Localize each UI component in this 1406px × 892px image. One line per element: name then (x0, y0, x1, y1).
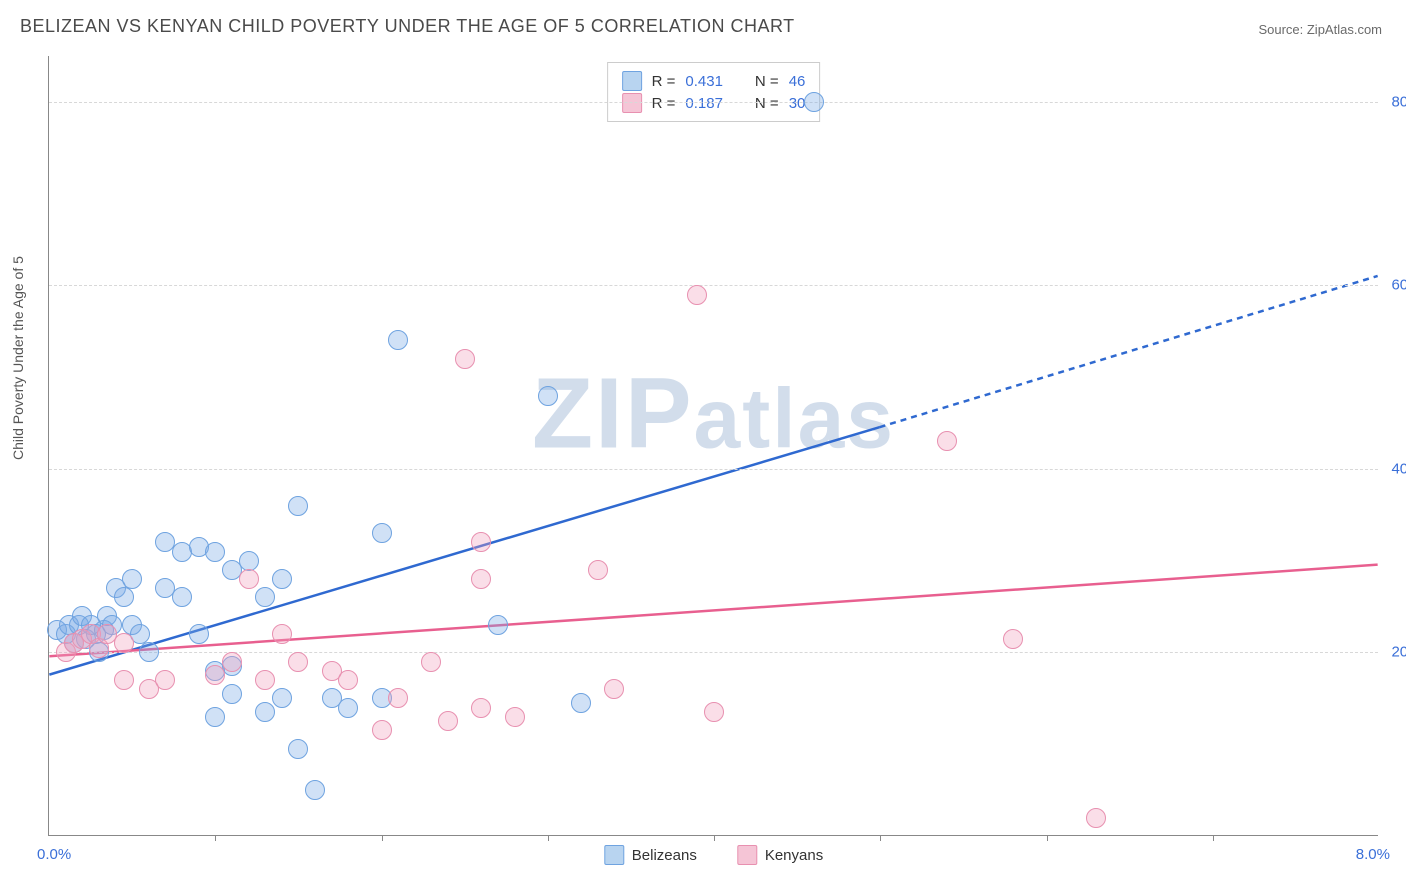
gridline (49, 285, 1378, 286)
data-point (455, 349, 475, 369)
x-tick (1213, 835, 1214, 841)
data-point (488, 615, 508, 635)
legend-series-label: Kenyans (765, 847, 823, 864)
x-axis-min-label: 0.0% (37, 846, 71, 863)
y-axis-label: Child Poverty Under the Age of 5 (10, 256, 26, 460)
legend-series-item: Kenyans (737, 845, 823, 865)
y-tick-label: 80.0% (1391, 93, 1406, 110)
x-tick (714, 835, 715, 841)
data-point (704, 702, 724, 722)
data-point (239, 569, 259, 589)
legend-correlation-row: R = 0.431 N = 46 (622, 71, 806, 91)
data-point (272, 624, 292, 644)
data-point (338, 698, 358, 718)
data-point (255, 702, 275, 722)
data-point (288, 496, 308, 516)
data-point (372, 720, 392, 740)
legend-r-label: R = (652, 95, 676, 112)
data-point (471, 698, 491, 718)
data-point (255, 670, 275, 690)
data-point (538, 386, 558, 406)
watermark: ZIPatlas (532, 357, 895, 472)
data-point (288, 652, 308, 672)
data-point (222, 652, 242, 672)
data-point (588, 560, 608, 580)
data-point (505, 707, 525, 727)
legend-correlation-row: R =0.187N =30 (622, 93, 806, 113)
data-point (205, 707, 225, 727)
data-point (222, 684, 242, 704)
watermark-atlas: atlas (694, 372, 895, 466)
legend-swatch (622, 71, 642, 91)
scatter-plot-area: ZIPatlas R =0.431N =46R =0.187N =30 Beli… (48, 56, 1378, 836)
x-tick (1047, 835, 1048, 841)
legend-r-label: R = (652, 73, 676, 90)
data-point (471, 569, 491, 589)
data-point (438, 711, 458, 731)
data-point (388, 330, 408, 350)
data-point (205, 542, 225, 562)
data-point (421, 652, 441, 672)
data-point (255, 587, 275, 607)
y-tick-label: 20.0% (1391, 644, 1406, 661)
data-point (272, 569, 292, 589)
data-point (372, 523, 392, 543)
gridline (49, 469, 1378, 470)
data-point (338, 670, 358, 690)
data-point (1086, 808, 1106, 828)
source-attribution: Source: ZipAtlas.com (1258, 22, 1382, 37)
data-point (1003, 629, 1023, 649)
legend-series-item: Belizeans (604, 845, 697, 865)
data-point (139, 642, 159, 662)
data-point (114, 670, 134, 690)
legend-r-value: 0.187 (685, 95, 723, 112)
x-tick (880, 835, 881, 841)
data-point (305, 780, 325, 800)
data-point (937, 431, 957, 451)
y-tick-label: 60.0% (1391, 277, 1406, 294)
legend-swatch (604, 845, 624, 865)
data-point (804, 92, 824, 112)
data-point (122, 569, 142, 589)
data-point (205, 665, 225, 685)
data-point (172, 587, 192, 607)
chart-title: BELIZEAN VS KENYAN CHILD POVERTY UNDER T… (20, 16, 795, 37)
legend-swatch (737, 845, 757, 865)
x-axis-max-label: 8.0% (1356, 846, 1390, 863)
x-tick (548, 835, 549, 841)
data-point (604, 679, 624, 699)
watermark-zip: ZIP (532, 358, 694, 470)
gridline (49, 652, 1378, 653)
regression-line-extrapolated (880, 276, 1378, 427)
y-tick-label: 40.0% (1391, 460, 1406, 477)
legend-swatch (622, 93, 642, 113)
correlation-legend: R =0.431N =46R =0.187N =30 (607, 62, 821, 122)
data-point (288, 739, 308, 759)
data-point (471, 532, 491, 552)
data-point (114, 633, 134, 653)
legend-r-value: 0.431 (685, 73, 723, 90)
legend-n-label: N = (755, 95, 779, 112)
x-tick (382, 835, 383, 841)
legend-series-label: Belizeans (632, 847, 697, 864)
data-point (687, 285, 707, 305)
data-point (189, 624, 209, 644)
x-tick (215, 835, 216, 841)
data-point (388, 688, 408, 708)
data-point (571, 693, 591, 713)
data-point (155, 670, 175, 690)
gridline (49, 102, 1378, 103)
legend-n-value: 46 (789, 73, 806, 90)
legend-n-label: N = (755, 73, 779, 90)
data-point (239, 551, 259, 571)
data-point (114, 587, 134, 607)
series-legend: Belizeans Kenyans (604, 845, 823, 865)
data-point (272, 688, 292, 708)
